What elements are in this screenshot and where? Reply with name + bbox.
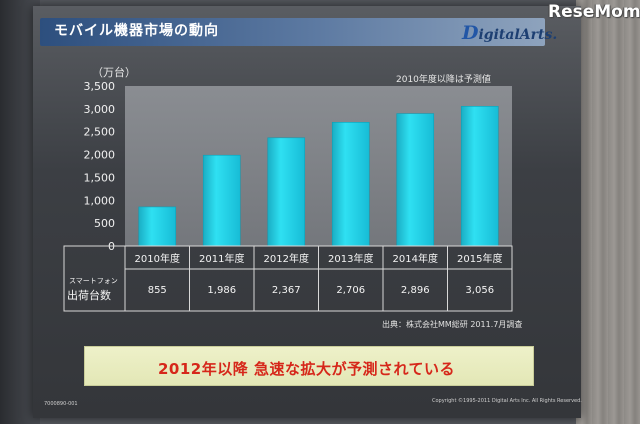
- room-curtain-right: [576, 0, 640, 424]
- x-tick-label: 2011年度: [199, 252, 244, 265]
- digitalarts-logo: DigitalArts.: [462, 22, 558, 44]
- y-tick-label: 3,000: [84, 103, 116, 116]
- row-label-small: スマートフォン: [69, 277, 118, 285]
- x-tick-label: 2012年度: [264, 252, 309, 265]
- bar: [396, 113, 435, 247]
- y-tick-label: 2,000: [84, 149, 116, 162]
- y-tick-label: 3,500: [84, 80, 116, 93]
- bar: [267, 137, 306, 247]
- bar-series: [138, 105, 499, 247]
- table-border: [63, 245, 513, 312]
- bar: [202, 154, 241, 247]
- bar: [331, 121, 370, 247]
- row-label-main: 出荷台数: [67, 288, 111, 302]
- data-label: 2,896: [401, 285, 430, 296]
- data-label: 2,367: [272, 285, 301, 296]
- copyright-notice: Copyright ©1995-2011 Digital Arts Inc. A…: [432, 398, 582, 404]
- data-label: 2,706: [336, 285, 365, 296]
- data-table: 2010年度 2011年度 2012年度 2013年度 2014年度 2015年度 855 1…: [63, 245, 513, 312]
- summary-banner-text: 2012年以降 急速な拡大が予測されている: [158, 360, 456, 378]
- x-tick-label: 2014年度: [393, 252, 438, 265]
- y-tick-label: 1,000: [84, 194, 116, 207]
- resemom-watermark: ReseMom: [548, 2, 640, 22]
- slide-id: 7000890-001: [44, 401, 78, 407]
- data-label: 1,986: [207, 285, 236, 296]
- slide-title: モバイル機器市場の動向: [54, 23, 219, 39]
- title-bar: [40, 18, 545, 46]
- bar: [138, 206, 177, 247]
- data-label: 3,056: [465, 285, 494, 296]
- summary-banner: [84, 346, 534, 386]
- y-tick-label: 1,500: [84, 171, 116, 184]
- plot-area: [125, 86, 512, 246]
- y-tick-label: 2,500: [84, 126, 116, 139]
- y-unit-label: （万台）: [92, 66, 136, 79]
- source-citation: 出典：株式会社MM総研 2011.7月調査: [382, 320, 523, 329]
- x-tick-label: 2013年度: [328, 252, 373, 265]
- y-tick-label: 500: [94, 217, 115, 230]
- x-tick-label: 2010年度: [135, 252, 180, 265]
- x-tick-label: 2015年度: [457, 252, 502, 265]
- bar: [460, 105, 499, 247]
- forecast-note: 2010年度以降は予測値: [396, 75, 491, 85]
- data-label: 855: [148, 285, 167, 296]
